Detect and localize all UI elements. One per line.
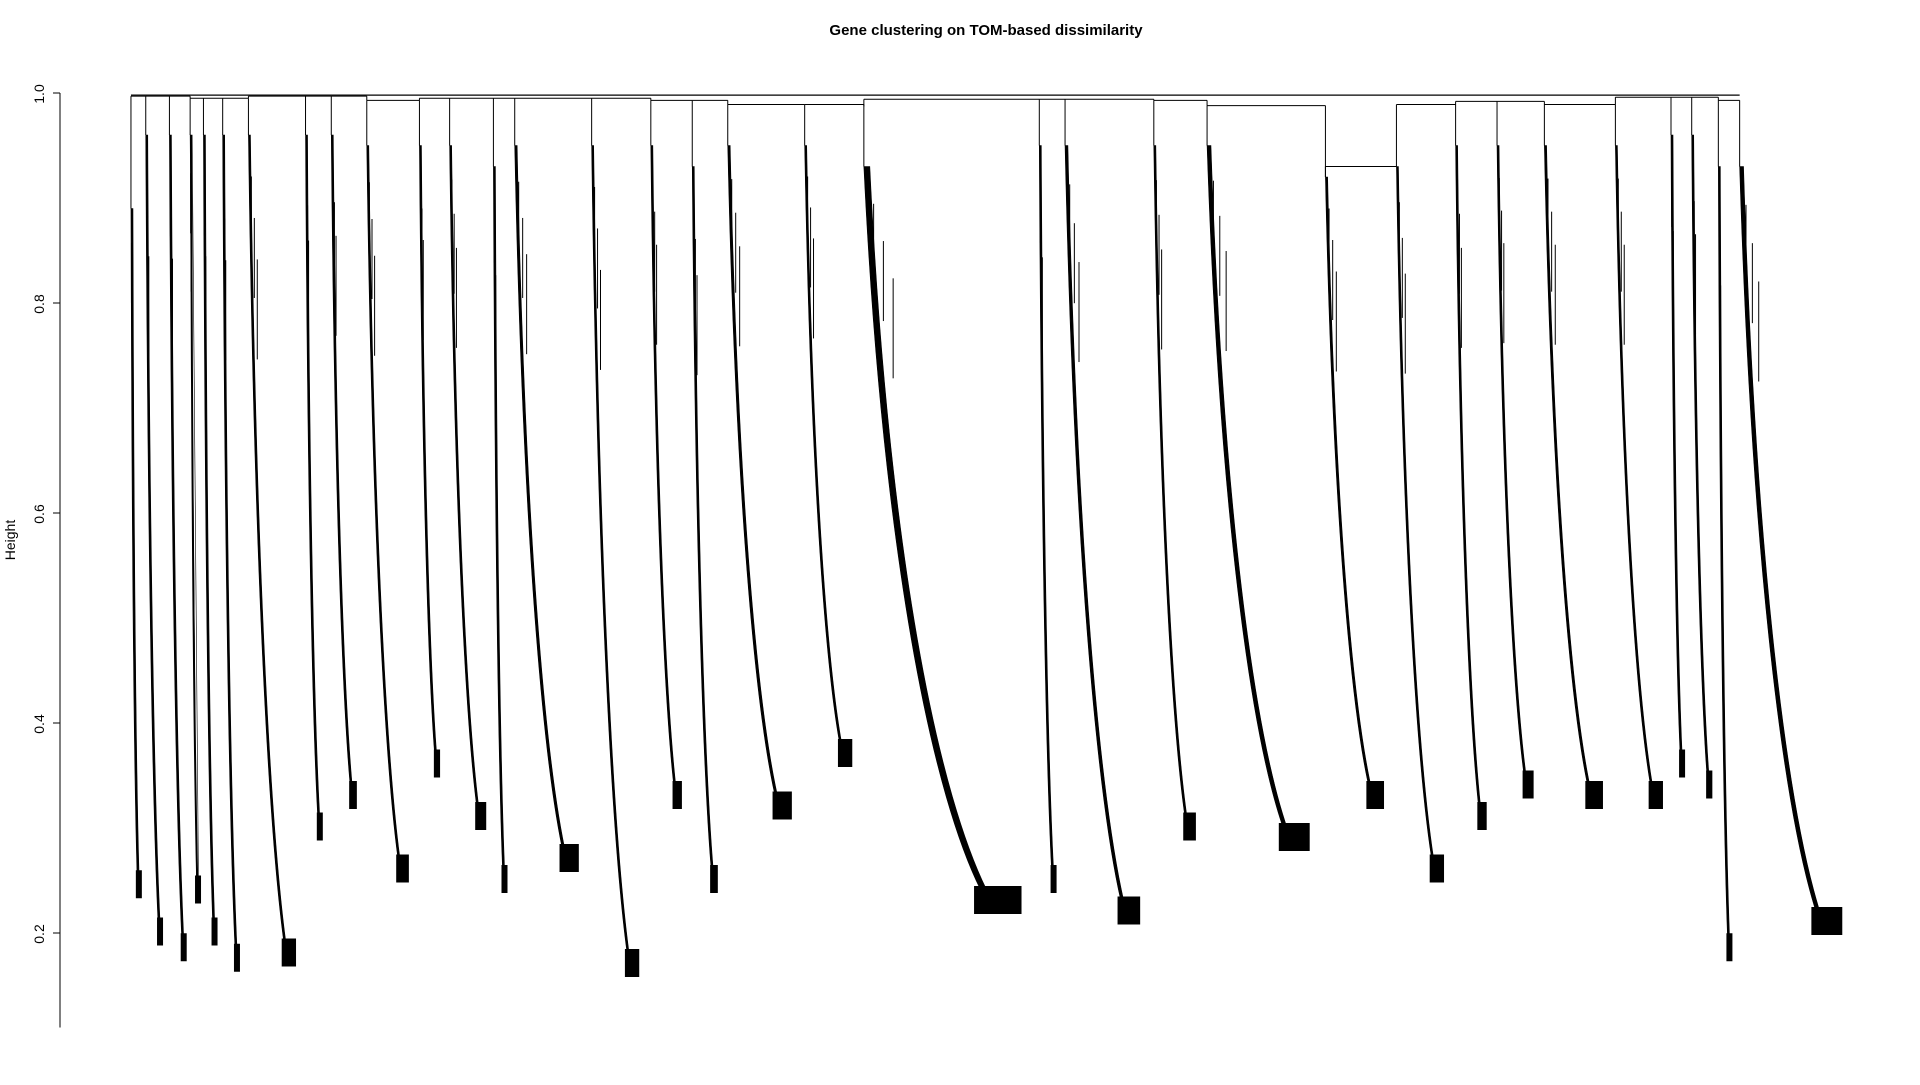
cluster-branch [202,98,218,946]
chart-title: Gene clustering on TOM-based dissimilari… [829,22,1143,39]
cluster-leaf-block [1183,812,1196,841]
cluster-leaf-block [157,917,164,946]
y-tick-label: 0.4 [31,714,47,734]
y-tick-label: 0.6 [31,504,47,524]
y-tick-label: 0.2 [31,924,47,944]
cluster-leaf-block [433,749,441,778]
cluster-leaf-block [501,865,508,893]
cluster-leaf-block [316,812,323,841]
cluster-branch [591,98,640,977]
cluster-leaf-block [1477,802,1487,830]
cluster-leaf-block [396,854,409,883]
cluster-branch [247,98,297,967]
cluster-branch [366,100,409,883]
y-tick-label: 1.0 [31,84,47,104]
cluster-leaf-block [475,802,487,830]
cluster-branch [145,96,164,946]
cluster-leaf-block [710,865,718,893]
cluster-leaf-block [1429,854,1445,883]
cluster-leaf-block [1706,770,1713,799]
cluster-branch [1206,105,1310,851]
cluster-branch [330,96,357,809]
cluster-branch [727,104,792,820]
cluster-leaf-block [1278,823,1310,851]
cluster-branch [168,96,187,962]
cluster-leaf-block [1117,896,1141,925]
cluster-leaf-block [195,875,202,904]
cluster-leaf-block [1522,770,1534,799]
cluster-leaf-block [233,943,240,972]
cluster-leaf-block [1811,907,1843,935]
cluster-leaf-block [772,791,792,820]
y-axis-title: Height [2,520,18,561]
cluster-leaf-block [180,933,187,962]
cluster-branch [1325,176,1385,809]
cluster-branch [691,100,718,893]
cluster-branch [804,104,853,767]
cluster-branch [222,98,240,972]
cluster-branch [1396,166,1445,883]
cluster-branch [1455,104,1487,830]
cluster-leaf-block [1679,749,1686,778]
cluster-branch [1153,100,1196,841]
cluster-leaf-block [1366,781,1385,809]
cluster-branch [650,100,682,809]
cluster-branch [305,96,323,841]
cluster-branch [514,98,579,872]
cluster-branch [1691,97,1713,799]
cluster-leaf-block [1648,781,1663,809]
y-tick-label: 0.8 [31,294,47,314]
cluster-leaf-block [974,886,1022,914]
y-axis: 0.2 0.4 0.6 0.8 1.0 [31,84,61,1028]
cluster-branch [492,98,508,893]
cluster-leaf-block [1726,933,1733,962]
cluster-leaf-block [211,917,218,946]
cluster-branch [863,106,1022,914]
cluster-leaf-block [281,938,297,967]
dendrogram-tree [130,94,1843,977]
cluster-branch [189,98,202,904]
cluster-leaf-block [559,844,579,872]
cluster-branch [1038,99,1057,893]
cluster-leaf-block [135,870,142,899]
cluster-leaf-block [672,781,682,809]
cluster-leaf-block [1585,781,1603,809]
cluster-branch [1496,101,1534,799]
cluster-branch [449,98,487,830]
cluster-leaf-block [1050,865,1057,893]
cluster-branch [1717,100,1733,962]
cluster-branch [1543,104,1603,809]
cluster-branch [1614,104,1663,809]
cluster-branch [418,100,441,778]
cluster-branch [1064,99,1141,925]
cluster-branch [130,96,142,899]
cluster-leaf-block [837,739,853,767]
cluster-leaf-block [624,949,640,977]
cluster-leaf-block [349,781,357,809]
cluster-branch [1739,100,1843,935]
cluster-branch [1670,97,1686,778]
